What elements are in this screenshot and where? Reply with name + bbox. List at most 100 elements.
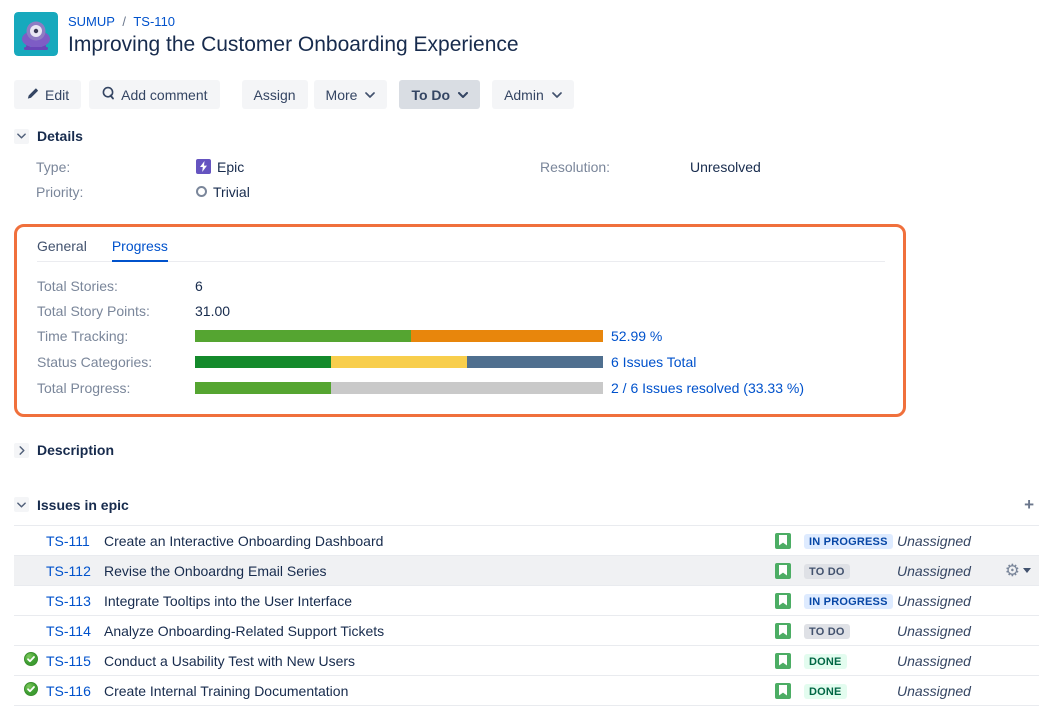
table-row[interactable]: TS-111 Create an Interactive Onboarding … (14, 526, 1039, 556)
table-row[interactable]: TS-113 Integrate Tooltips into the User … (14, 586, 1039, 616)
total-stories-label: Total Stories: (37, 278, 195, 294)
issue-key-link[interactable]: TS-116 (46, 683, 104, 699)
chevron-down-icon[interactable] (14, 497, 29, 512)
bar-segment-to-do (467, 356, 603, 368)
issue-summary-link[interactable]: Create Internal Training Documentation (104, 683, 775, 699)
project-avatar[interactable] (14, 12, 58, 56)
time-tracking-link[interactable]: 52.99 % (611, 328, 662, 344)
issue-summary-link[interactable]: Create an Interactive Onboarding Dashboa… (104, 533, 775, 549)
table-row[interactable]: TS-112 Revise the Onboardng Email Series… (14, 556, 1039, 586)
issue-key-link[interactable]: TS-111 (46, 533, 104, 549)
assignee-label: Unassigned (897, 623, 997, 639)
tab-general[interactable]: General (37, 238, 87, 262)
story-icon (775, 593, 791, 609)
status-categories-row: Status Categories: 6 Issues Total (37, 349, 885, 375)
total-progress-link[interactable]: 2 / 6 Issues resolved (33.33 %) (611, 380, 804, 396)
status-badge: IN PROGRESS (804, 534, 893, 549)
issues-section-title: Issues in epic (37, 497, 129, 513)
time-tracking-row: Time Tracking: 52.99 % (37, 323, 885, 349)
issue-key-link[interactable]: TS-114 (46, 623, 104, 639)
trivial-priority-icon (196, 186, 207, 197)
edit-button[interactable]: Edit (14, 80, 81, 109)
total-stories-row: Total Stories: 6 (37, 273, 885, 298)
assign-button-label: Assign (254, 87, 296, 103)
time-tracking-bar (195, 330, 603, 342)
issues-in-epic-section: Issues in epic + TS-111 Create an Intera… (0, 496, 1053, 706)
add-issue-icon[interactable]: + (1024, 496, 1039, 513)
status-badge: IN PROGRESS (804, 594, 893, 609)
chevron-down-icon (552, 92, 562, 98)
tab-progress[interactable]: Progress (112, 238, 168, 262)
story-icon (775, 533, 791, 549)
total-progress-row: Total Progress: 2 / 6 Issues resolved (3… (37, 375, 885, 401)
assign-button[interactable]: Assign (242, 80, 308, 109)
bar-segment-completed (195, 330, 411, 342)
breadcrumb: SUMUP / TS-110 (68, 14, 519, 29)
status-badge: TO DO (804, 564, 850, 579)
bar-segment-done (195, 356, 331, 368)
page-title: Improving the Customer Onboarding Experi… (68, 33, 519, 57)
breadcrumb-project-link[interactable]: SUMUP (68, 14, 115, 29)
issue-key-link[interactable]: TS-113 (46, 593, 104, 609)
chevron-down-icon (365, 92, 375, 98)
total-progress-label: Total Progress: (37, 380, 195, 396)
story-icon (775, 653, 791, 669)
table-row[interactable]: TS-115 Conduct a Usability Test with New… (14, 646, 1039, 676)
more-button[interactable]: More (314, 80, 388, 109)
type-label: Type: (36, 159, 196, 175)
status-badge: TO DO (804, 624, 850, 639)
status-categories-bar (195, 356, 603, 368)
priority-field: Priority: Trivial (36, 179, 540, 204)
panel-tabs: General Progress (37, 238, 885, 262)
pencil-icon (26, 87, 39, 103)
issue-key-link[interactable]: TS-112 (46, 563, 104, 579)
status-categories-link[interactable]: 6 Issues Total (611, 354, 696, 370)
issue-summary-link[interactable]: Integrate Tooltips into the User Interfa… (104, 593, 775, 609)
details-section-title: Details (37, 128, 83, 144)
total-progress-bar (195, 382, 603, 394)
issue-summary-link[interactable]: Revise the Onboardng Email Series (104, 563, 775, 579)
assignee-label: Unassigned (897, 683, 997, 699)
resolution-label: Resolution: (540, 159, 690, 175)
priority-label: Priority: (36, 184, 196, 200)
bar-segment-in-progress (331, 356, 467, 368)
assignee-label: Unassigned (897, 563, 997, 579)
resolved-check-icon (24, 682, 38, 699)
chevron-down-icon[interactable] (14, 129, 29, 144)
issue-summary-link[interactable]: Analyze Onboarding-Related Support Ticke… (104, 623, 775, 639)
bar-segment-remaining (411, 330, 603, 342)
status-transition-button[interactable]: To Do (399, 80, 480, 109)
more-button-label: More (326, 87, 358, 103)
total-story-points-label: Total Story Points: (37, 303, 195, 319)
row-actions-gear-icon[interactable]: ⚙ (1005, 562, 1031, 579)
story-icon (775, 623, 791, 639)
total-story-points-row: Total Story Points: 31.00 (37, 298, 885, 323)
bar-segment-unresolved (331, 382, 603, 394)
description-section-title: Description (37, 442, 114, 458)
total-stories-value: 6 (195, 278, 203, 294)
resolved-check-icon (24, 652, 38, 669)
admin-button[interactable]: Admin (492, 80, 574, 109)
assignee-label: Unassigned (897, 533, 997, 549)
type-field: Type: Epic (36, 154, 540, 179)
assignee-label: Unassigned (897, 593, 997, 609)
table-row[interactable]: TS-114 Analyze Onboarding-Related Suppor… (14, 616, 1039, 646)
time-tracking-label: Time Tracking: (37, 328, 195, 344)
chevron-down-icon (1023, 568, 1031, 573)
breadcrumb-separator: / (122, 14, 126, 29)
resolution-value: Unresolved (690, 159, 761, 175)
comment-bubble-icon (101, 86, 115, 103)
chevron-down-icon (458, 92, 468, 98)
details-section: Details Type: Epic Priority: Trivial (0, 128, 1053, 204)
issue-summary-link[interactable]: Conduct a Usability Test with New Users (104, 653, 775, 669)
bar-segment-resolved (195, 382, 331, 394)
table-row[interactable]: TS-116 Create Internal Training Document… (14, 676, 1039, 706)
add-comment-button[interactable]: Add comment (89, 80, 219, 109)
add-comment-button-label: Add comment (121, 87, 207, 103)
issue-key-link[interactable]: TS-115 (46, 653, 104, 669)
epic-issues-table: TS-111 Create an Interactive Onboarding … (14, 525, 1039, 706)
breadcrumb-issue-link[interactable]: TS-110 (133, 14, 175, 29)
issue-toolbar: Edit Add comment Assign More To Do Admin (0, 80, 1053, 109)
edit-button-label: Edit (45, 87, 69, 103)
chevron-right-icon[interactable] (14, 443, 29, 458)
